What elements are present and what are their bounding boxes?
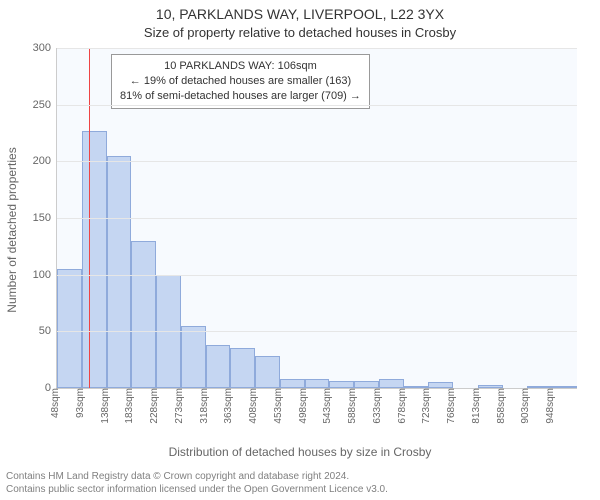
x-tick-label: 858sqm bbox=[496, 388, 507, 424]
y-axis-label: Number of detached properties bbox=[5, 147, 19, 312]
y-tick-label: 250 bbox=[33, 99, 57, 111]
y-tick-label: 300 bbox=[33, 42, 57, 54]
y-tick-label: 200 bbox=[33, 155, 57, 167]
x-tick-label: 453sqm bbox=[273, 388, 284, 424]
y-gridline bbox=[57, 105, 577, 106]
x-tick-label: 408sqm bbox=[248, 388, 259, 424]
x-tick-label: 48sqm bbox=[50, 388, 61, 418]
chart-title-sub: Size of property relative to detached ho… bbox=[0, 25, 600, 40]
x-axis-label: Distribution of detached houses by size … bbox=[0, 445, 600, 459]
annotation-box: 10 PARKLANDS WAY: 106sqm ← 19% of detach… bbox=[111, 54, 370, 109]
y-gridline bbox=[57, 48, 577, 49]
histogram-bar bbox=[131, 241, 156, 388]
x-tick-label: 723sqm bbox=[421, 388, 432, 424]
x-tick-label: 183sqm bbox=[124, 388, 135, 424]
y-gridline bbox=[57, 331, 577, 332]
x-tick-label: 948sqm bbox=[545, 388, 556, 424]
histogram-bar bbox=[305, 379, 330, 388]
x-tick-label: 498sqm bbox=[298, 388, 309, 424]
x-tick-label: 678sqm bbox=[397, 388, 408, 424]
x-tick-label: 903sqm bbox=[520, 388, 531, 424]
histogram-bar bbox=[329, 381, 354, 388]
x-tick-label: 228sqm bbox=[149, 388, 160, 424]
histogram-bar bbox=[82, 131, 107, 388]
histogram-plot: 10 PARKLANDS WAY: 106sqm ← 19% of detach… bbox=[56, 48, 577, 389]
x-tick-label: 633sqm bbox=[372, 388, 383, 424]
histogram-bar bbox=[255, 356, 280, 388]
histogram-bar bbox=[379, 379, 404, 388]
y-tick-label: 50 bbox=[39, 325, 57, 337]
x-tick-label: 363sqm bbox=[223, 388, 234, 424]
x-tick-label: 588sqm bbox=[347, 388, 358, 424]
histogram-bar bbox=[181, 326, 206, 388]
histogram-bar bbox=[230, 348, 255, 388]
y-gridline bbox=[57, 161, 577, 162]
x-tick-label: 318sqm bbox=[199, 388, 210, 424]
x-tick-label: 138sqm bbox=[100, 388, 111, 424]
y-tick-label: 100 bbox=[33, 269, 57, 281]
histogram-bar bbox=[280, 379, 305, 388]
footer-line-1: Contains HM Land Registry data © Crown c… bbox=[6, 470, 594, 483]
x-tick-label: 813sqm bbox=[471, 388, 482, 424]
footer-attribution: Contains HM Land Registry data © Crown c… bbox=[6, 470, 594, 496]
x-tick-label: 273sqm bbox=[174, 388, 185, 424]
y-gridline bbox=[57, 218, 577, 219]
histogram-bar bbox=[206, 345, 231, 388]
histogram-bar bbox=[57, 269, 82, 388]
histogram-bar bbox=[107, 156, 132, 388]
y-gridline bbox=[57, 275, 577, 276]
x-tick-label: 768sqm bbox=[446, 388, 457, 424]
y-tick-label: 150 bbox=[33, 212, 57, 224]
annotation-line-3: 81% of semi-detached houses are larger (… bbox=[120, 89, 361, 104]
chart-title-main: 10, PARKLANDS WAY, LIVERPOOL, L22 3YX bbox=[0, 6, 600, 22]
footer-line-2: Contains public sector information licen… bbox=[6, 483, 594, 496]
histogram-bar bbox=[354, 381, 379, 388]
x-tick-label: 93sqm bbox=[75, 388, 86, 418]
x-tick-label: 543sqm bbox=[322, 388, 333, 424]
annotation-line-2: ← 19% of detached houses are smaller (16… bbox=[120, 74, 361, 89]
annotation-line-1: 10 PARKLANDS WAY: 106sqm bbox=[120, 59, 361, 74]
